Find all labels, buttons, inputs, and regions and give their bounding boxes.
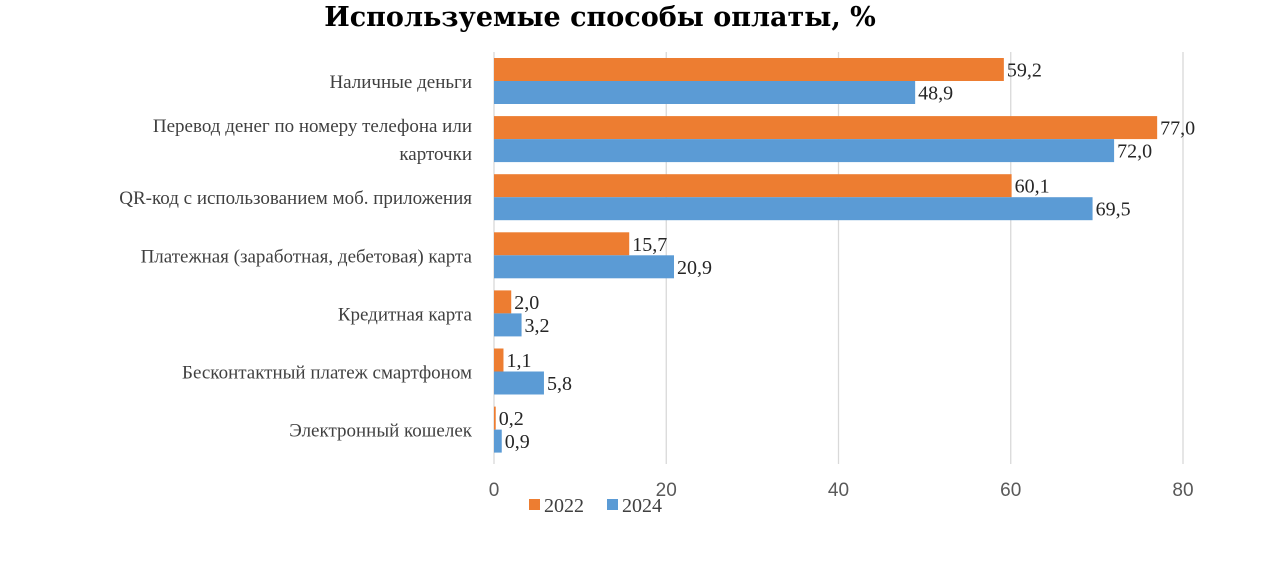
data-label-2022: 2,0	[514, 292, 539, 314]
legend-swatch-2024	[607, 499, 618, 510]
data-label-2024: 20,9	[677, 257, 712, 279]
category-label: Электронный кошелек	[289, 421, 472, 442]
data-label-2022: 77,0	[1160, 118, 1195, 140]
data-label-2024: 48,9	[918, 83, 953, 105]
legend-label-2022: 2022	[544, 495, 584, 517]
x-tick-label: 20	[656, 480, 677, 501]
x-tick-label: 60	[1000, 480, 1021, 501]
category-label: QR-код с использованием моб. приложения	[119, 188, 472, 209]
category-label: карточки	[399, 144, 472, 165]
bar-2024	[494, 371, 544, 395]
category-labels: Наличные деньги Перевод денег по номеру т…	[119, 72, 472, 442]
data-label-2024: 69,5	[1096, 199, 1131, 221]
legend-label-2024: 2024	[622, 495, 662, 517]
category-label: Кредитная карта	[338, 304, 473, 325]
data-label-2024: 3,2	[525, 315, 550, 337]
bar-2024	[494, 197, 1093, 221]
data-label-2022: 15,7	[632, 234, 667, 256]
bar-2022	[494, 232, 630, 256]
x-tick-label: 0	[489, 480, 500, 501]
category-label: Платежная (заработная, дебетовая) карта	[141, 246, 473, 267]
category-label: Наличные деньги	[329, 72, 472, 93]
chart-title: Используемые способы оплаты, %	[324, 2, 876, 33]
bar-2022	[494, 290, 512, 314]
data-label-2022: 59,2	[1007, 60, 1042, 82]
bar-2024	[494, 139, 1115, 163]
data-label-2024: 0,9	[505, 431, 530, 453]
bars	[494, 58, 1158, 453]
bar-2024	[494, 313, 522, 337]
value-labels: 59,2 48,9 77,0 72,0 60,1 69,5 15,7 20,9 2,03,2 1,…	[499, 60, 1195, 454]
bar-2024	[494, 255, 675, 279]
bar-2024	[494, 81, 916, 104]
bar-2022	[494, 406, 496, 430]
data-label-2024: 72,0	[1117, 141, 1152, 163]
legend-swatch-2022	[529, 499, 540, 510]
data-label-2022: 0,2	[499, 408, 524, 430]
legend: 2022 2024	[529, 495, 662, 517]
x-tick-label: 40	[828, 480, 849, 501]
data-label-2022: 60,1	[1015, 176, 1050, 198]
category-label: Бесконтактный платеж смартфоном	[182, 363, 472, 384]
x-tick-label: 80	[1172, 480, 1193, 501]
data-label-2022: 1,1	[506, 350, 531, 372]
x-axis-ticks: 0 20 40 60 80	[489, 480, 1194, 501]
bar-2022	[494, 116, 1158, 140]
bar-2022	[494, 174, 1012, 198]
bar-2022	[494, 348, 504, 372]
bar-2024	[494, 429, 502, 453]
bar-2022	[494, 58, 1004, 81]
data-label-2024: 5,8	[547, 373, 572, 395]
category-label: Перевод денег по номеру телефона или	[153, 116, 472, 137]
